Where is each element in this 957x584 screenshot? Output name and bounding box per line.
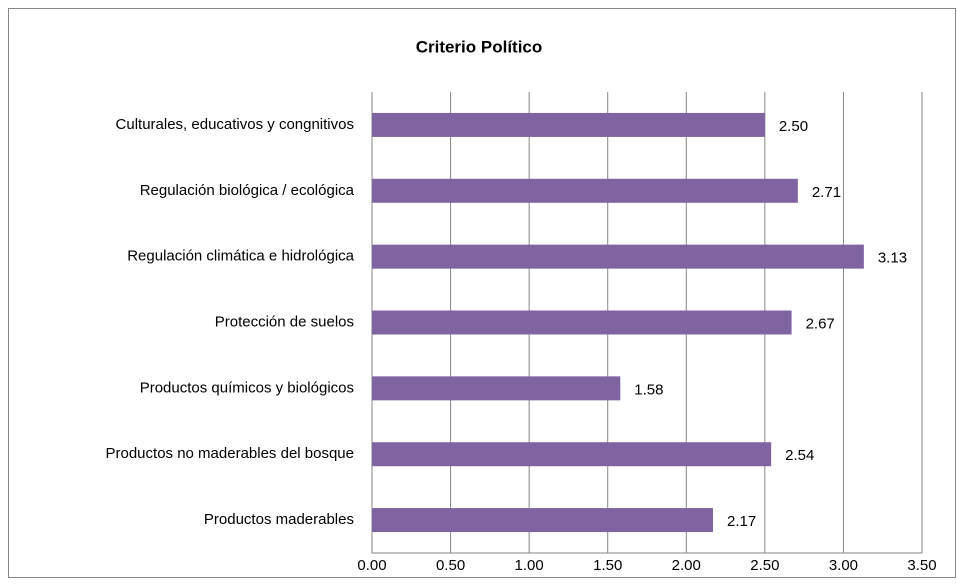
x-tick-label: 2.00 — [672, 557, 701, 574]
value-label: 1.58 — [634, 381, 663, 398]
bar — [372, 442, 772, 467]
bar — [372, 244, 864, 269]
bar — [372, 376, 621, 401]
y-tick-label: Productos no maderables del bosque — [106, 445, 355, 462]
x-tick-label: 1.50 — [593, 557, 622, 574]
x-tick-label: 0.00 — [357, 557, 386, 574]
bar — [372, 178, 798, 203]
y-tick-label: Regulación climática e hidrológica — [127, 248, 354, 265]
y-tick-label: Productos maderables — [204, 511, 354, 528]
x-tick-label: 1.00 — [515, 557, 544, 574]
x-tick-label: 3.50 — [907, 557, 936, 574]
value-label: 3.13 — [878, 250, 907, 267]
y-tick-label: Productos químicos y biológicos — [140, 379, 354, 396]
value-label: 2.71 — [812, 184, 841, 201]
value-label: 2.54 — [785, 447, 814, 464]
y-tick-label: Culturales, educativos y congnitivos — [116, 116, 354, 133]
bar — [372, 310, 792, 335]
chart-title: Criterio Político — [416, 37, 543, 56]
value-label: 2.67 — [806, 315, 835, 332]
chart-frame — [8, 8, 956, 578]
x-tick-label: 2.50 — [750, 557, 779, 574]
y-tick-label: Protección de suelos — [215, 313, 354, 330]
value-label: 2.17 — [727, 513, 756, 530]
y-tick-label: Regulación biológica / ecológica — [140, 182, 355, 199]
bar — [372, 112, 765, 137]
bar — [372, 508, 713, 533]
value-label: 2.50 — [779, 118, 808, 135]
x-tick-label: 0.50 — [436, 557, 465, 574]
x-tick-label: 3.00 — [829, 557, 858, 574]
